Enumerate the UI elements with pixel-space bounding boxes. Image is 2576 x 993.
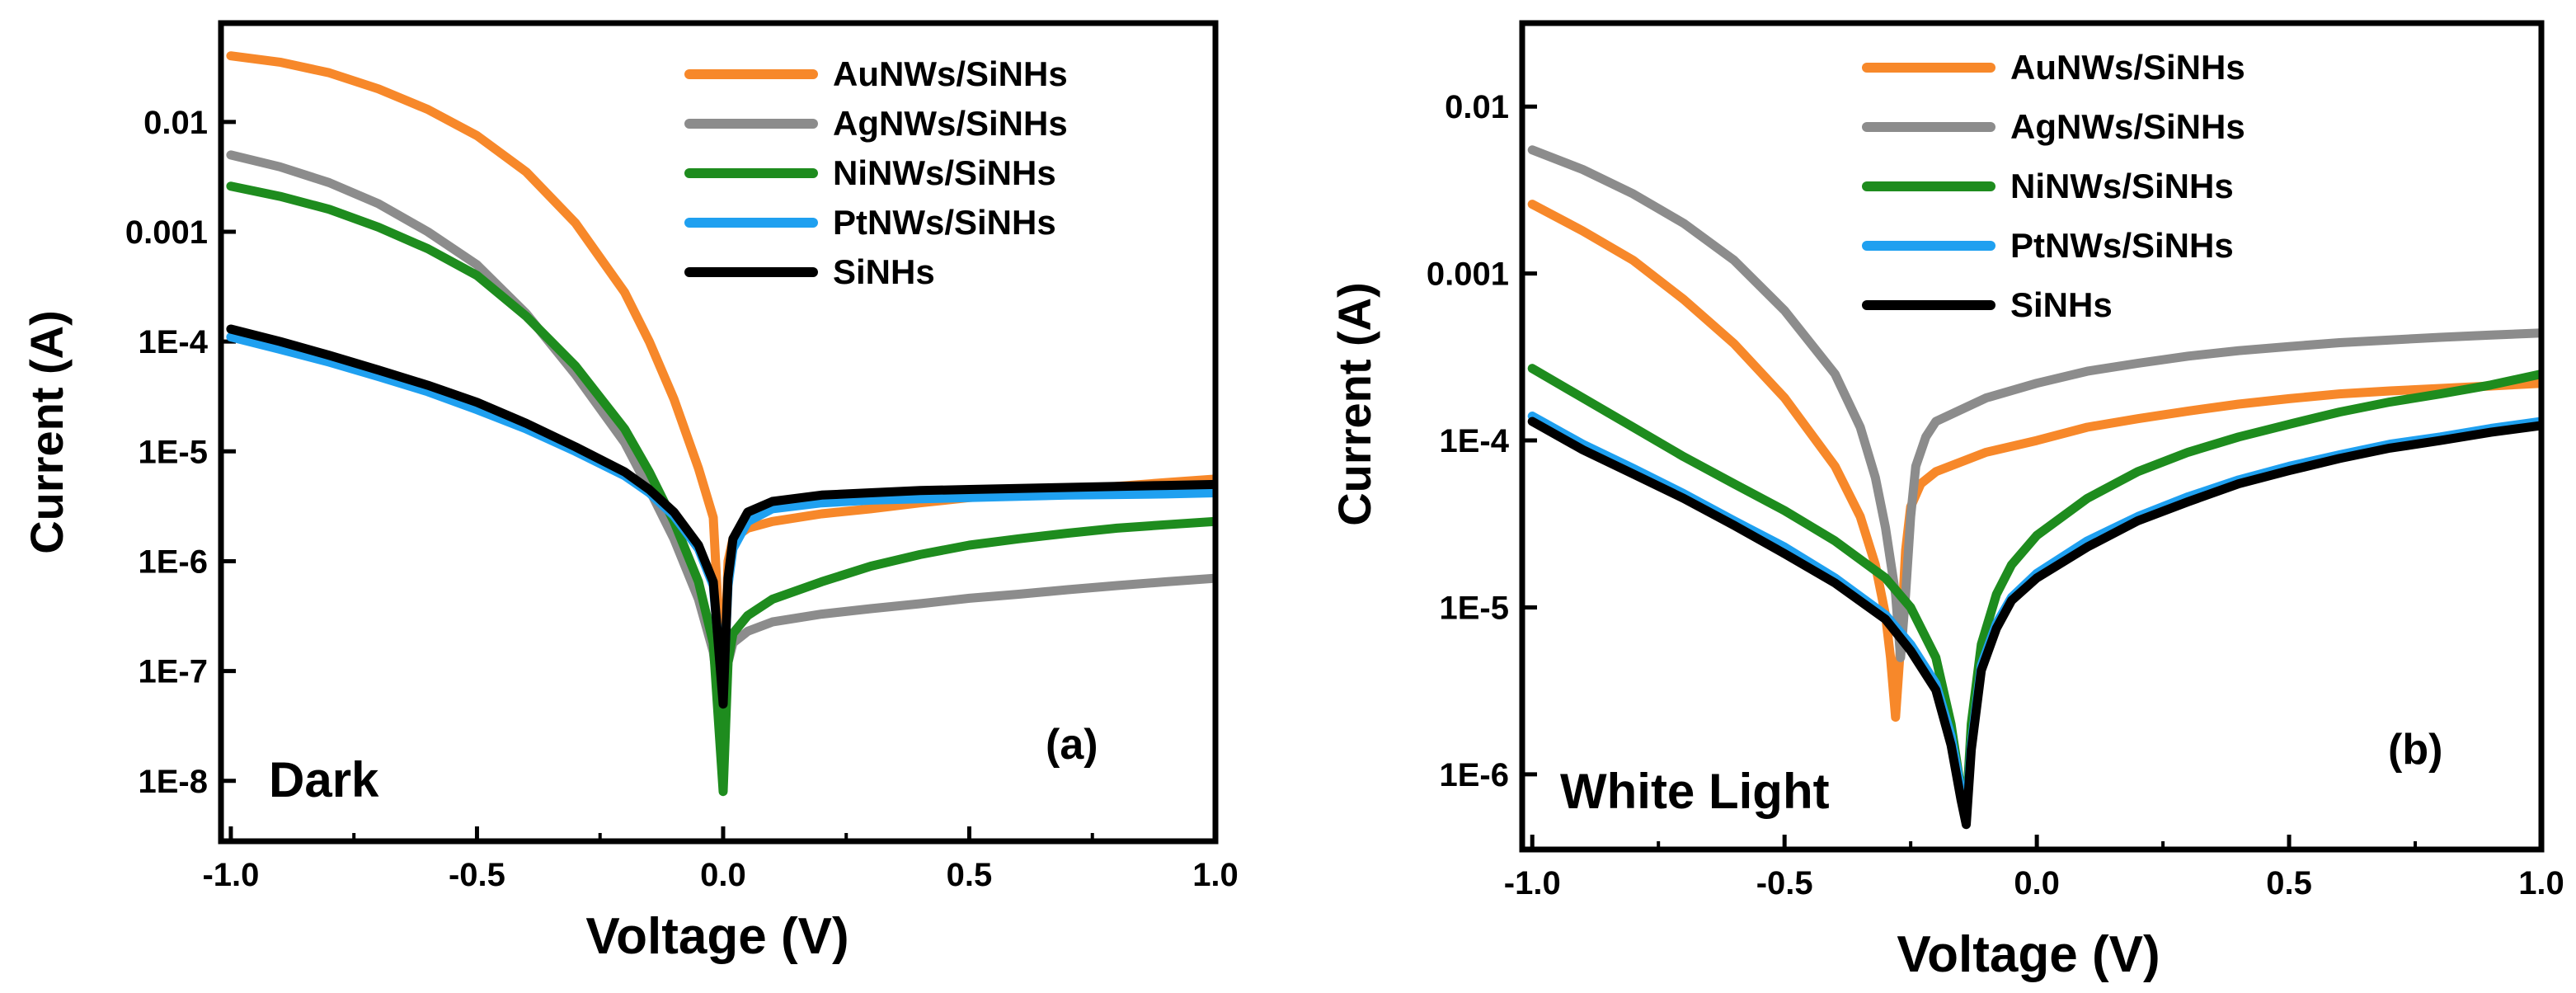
panel-a-y-tick-label: 1E-5 <box>139 434 209 470</box>
panel-a-x-tick-label: -1.0 <box>202 857 259 893</box>
panel-b-series <box>1527 145 2541 830</box>
panel-b-panel-label: (b) <box>2388 726 2442 774</box>
panel-b-y-tick-label: 0.001 <box>1427 256 1509 293</box>
panel-b-legend-label: AgNWs/SiNHs <box>2010 107 2245 146</box>
panel-b-x-tick-label: 1.0 <box>2518 865 2564 901</box>
panel-a-y-tick-label: 1E-8 <box>139 764 209 800</box>
panel-a-panel-label: (a) <box>1046 721 1098 769</box>
panel-a-y-tick-label: 1E-6 <box>139 544 209 580</box>
panel-a-x-axis-label: Voltage (V) <box>585 908 848 965</box>
panel-b-x-axis-label: Voltage (V) <box>1897 926 2160 983</box>
panel-a-series-line-ninws-sinhs <box>226 181 1215 797</box>
panel-b-y-tick-label: 1E-6 <box>1440 757 1510 793</box>
panel-a-y-tick-label: 0.001 <box>125 214 208 251</box>
panel-b-series-line-sinhs <box>1527 416 2541 830</box>
panel-b-legend: AuNWs/SiNHs AgNWs/SiNHs NiNWs/SiNHs PtNWs/S… <box>1862 48 2245 324</box>
panel-b-y-tick-label: 1E-4 <box>1440 423 1510 459</box>
panel-b-y-tick-label: 1E-5 <box>1440 590 1510 626</box>
panel-b-y-tick-label: 0.01 <box>1445 89 1509 125</box>
panel-a-x-tick-label: 1.0 <box>1192 857 1239 893</box>
panel-a-plot-frame <box>218 20 1219 845</box>
panel-a-y-axis-label: Current (A) <box>21 310 73 554</box>
panel-a-dark: -1.0 -0.5 0.0 0.5 1.0 0.01 0.001 1E-4 1E-5 1E-6 1E… <box>21 20 1239 965</box>
panel-b-condition-label: White Light <box>1560 764 1830 819</box>
panel-a-series <box>226 51 1215 797</box>
panel-b-series-line-agnws-sinhs <box>1527 145 2541 662</box>
panel-b-x-tick-label: 0.0 <box>2014 865 2060 901</box>
panel-a-y-tick-label: 1E-7 <box>139 654 209 690</box>
panel-a-y-tick-label: 1E-4 <box>139 324 209 360</box>
panel-b-y-axis-label: Current (A) <box>1328 282 1380 526</box>
panel-b-white-light: -1.0 -0.5 0.0 0.5 1.0 0.01 0.001 1E-4 1E-5 1E-6 C… <box>1328 20 2564 983</box>
panel-b-legend-label: PtNWs/SiNHs <box>2010 226 2234 265</box>
panel-a-series-line-sinhs <box>226 324 1215 709</box>
panel-a-ticks: -1.0 -0.5 0.0 0.5 1.0 0.01 0.001 1E-4 1E-5 1E-6 1E… <box>125 105 1239 893</box>
panel-a-x-tick-label: 0.5 <box>947 857 993 893</box>
panel-a-legend-label: SiNHs <box>833 252 935 291</box>
panel-b-legend-label: SiNHs <box>2010 285 2113 324</box>
panel-b-legend-label: NiNWs/SiNHs <box>2010 167 2234 205</box>
panel-a-x-tick-label: 0.0 <box>700 857 746 893</box>
panel-a-legend-label: NiNWs/SiNHs <box>833 153 1056 192</box>
panel-b-x-tick-label: -1.0 <box>1504 865 1561 901</box>
panel-a-condition-label: Dark <box>269 752 379 807</box>
panel-b-legend-label: AuNWs/SiNHs <box>2010 48 2245 87</box>
panel-b-x-tick-label: -0.5 <box>1756 865 1813 901</box>
panel-a-y-tick-label: 0.01 <box>143 105 208 141</box>
panel-a-x-tick-label: -0.5 <box>449 857 505 893</box>
panel-b-x-tick-label: 0.5 <box>2266 865 2312 901</box>
panel-a-legend-label: AuNWs/SiNHs <box>833 54 1068 93</box>
panel-b-plot-frame <box>1519 20 2545 853</box>
panel-a-legend-label: AgNWs/SiNHs <box>833 104 1068 143</box>
panel-a-legend-label: PtNWs/SiNHs <box>833 203 1056 242</box>
panel-a-legend: AuNWs/SiNHs AgNWs/SiNHs NiNWs/SiNHs PtNWs/S… <box>684 54 1068 291</box>
